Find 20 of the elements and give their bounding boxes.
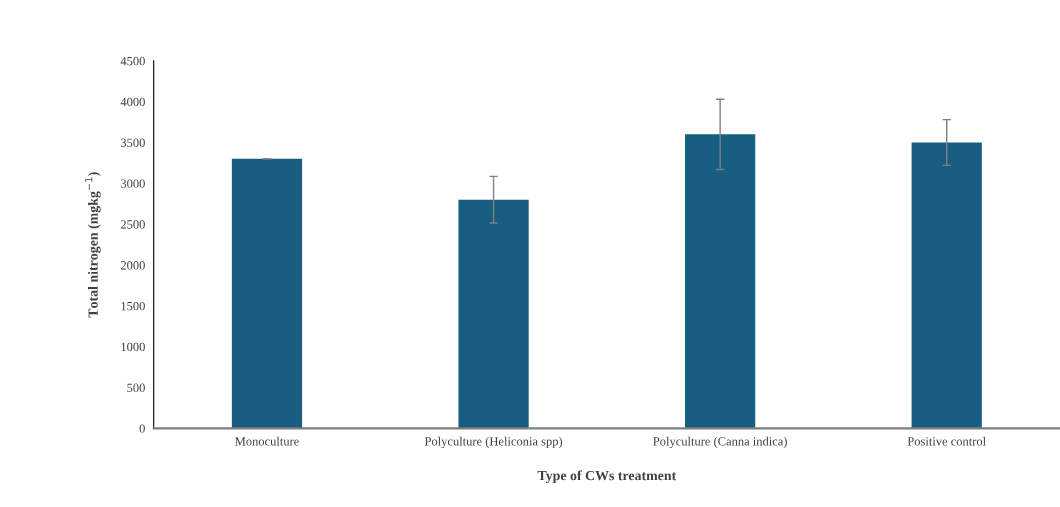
x-tick-label: Polyculture (Canna indica) <box>653 436 787 449</box>
y-tick-label: 500 <box>127 383 145 393</box>
x-axis-title: Type of CWs treatment <box>537 470 677 484</box>
y-tick-label: 0 <box>139 424 145 433</box>
x-tick-label: Monoculture <box>235 436 299 446</box>
x-tick-label: Polyculture (Heliconia spp) <box>424 436 563 449</box>
bar <box>231 158 303 429</box>
bar <box>911 142 982 429</box>
y-tick-label: 2000 <box>120 261 145 270</box>
bar <box>458 199 529 429</box>
y-axis-title: Total nitrogen (mgkg$^{−1}$) <box>85 172 101 318</box>
y-tick-label: 4500 <box>120 56 145 66</box>
y-tick-label: 2500 <box>120 220 145 229</box>
y-tick-label: 3000 <box>120 179 145 188</box>
y-tick-label: 1000 <box>121 342 145 352</box>
y-tick-label: 4000 <box>120 97 145 107</box>
y-tick-label: 3500 <box>120 138 145 147</box>
y-tick-label: 1500 <box>121 301 145 311</box>
x-tick-label: Positive control <box>907 436 986 446</box>
bar <box>685 134 756 429</box>
